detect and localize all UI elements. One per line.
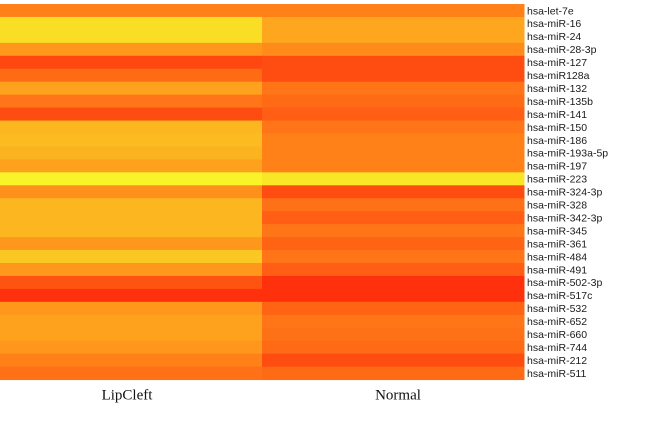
heatmap-cell <box>0 340 263 355</box>
heatmap-cell <box>262 224 525 238</box>
heatmap-cell <box>262 250 525 264</box>
heatmap-cell <box>0 68 263 83</box>
heatmap-cell <box>0 250 263 264</box>
row-label: hsa-miR-511 <box>527 368 586 380</box>
heatmap-cell <box>262 327 525 342</box>
heatmap-cell <box>262 340 525 355</box>
row-label: hsa-miR-193a-5p <box>527 148 608 160</box>
row-label: hsa-miR-223 <box>527 174 587 186</box>
heatmap-cell <box>262 159 525 173</box>
heatmap-cell <box>0 4 263 18</box>
row-label: hsa-miR-502-3p <box>527 277 602 289</box>
heatmap-cell <box>262 237 525 251</box>
row-label: hsa-miR-532 <box>527 303 587 315</box>
row-label: hsa-miR-345 <box>527 225 587 237</box>
row-label: hsa-miR-517c <box>527 290 592 302</box>
row-label: hsa-miR-186 <box>527 135 587 147</box>
heatmap-cell <box>0 16 263 31</box>
heatmap-cell <box>0 94 263 109</box>
row-label: hsa-miR-491 <box>527 264 587 276</box>
row-label: hsa-miR-361 <box>527 238 587 250</box>
row-label: hsa-miR-328 <box>527 200 587 212</box>
heatmap-cell <box>0 107 263 122</box>
heatmap-cell <box>0 120 263 134</box>
heatmap-cell <box>0 314 263 329</box>
row-label: hsa-miR-324-3p <box>527 187 602 199</box>
row-label: hsa-miR-135b <box>527 96 593 108</box>
row-label: hsa-miR-484 <box>527 251 587 263</box>
row-label: hsa-miR-212 <box>527 355 587 367</box>
row-label: hsa-miR-132 <box>527 83 587 95</box>
heatmap-cell <box>262 301 525 316</box>
heatmap-cell <box>262 146 525 160</box>
heatmap-cell <box>262 107 525 122</box>
row-labels: hsa-let-7ehsa-miR-16hsa-miR-24hsa-miR-28… <box>527 5 608 380</box>
heatmap-cell <box>262 94 525 109</box>
row-label: hsa-miR-342-3p <box>527 212 602 224</box>
heatmap-cell <box>262 81 525 96</box>
heatmap-cell <box>0 146 263 160</box>
row-label: hsa-miR-141 <box>527 109 587 121</box>
heatmap-cell <box>262 4 525 18</box>
row-label: hsa-miR-744 <box>527 342 587 354</box>
heatmap-cell <box>262 185 525 199</box>
heatmap-cell <box>262 211 525 225</box>
row-label: hsa-let-7e <box>527 5 574 17</box>
heatmap-cell <box>0 275 263 290</box>
heatmap-cell <box>262 120 525 134</box>
heatmap-cell <box>0 211 263 225</box>
row-label: hsa-miR-652 <box>527 316 587 328</box>
heatmap-cell <box>0 288 263 303</box>
heatmap-cell <box>262 133 525 147</box>
heatmap-cell <box>0 133 263 147</box>
heatmap-cell <box>0 263 263 277</box>
heatmap-cell <box>262 275 525 290</box>
column-label: Normal <box>375 388 421 404</box>
heatmap-cell <box>0 237 263 251</box>
heatmap-cell <box>0 55 263 70</box>
row-label: hsa-miR-24 <box>527 31 581 43</box>
heatmap-cell <box>262 68 525 83</box>
heatmap-cell <box>0 353 263 368</box>
heatmap-cell <box>262 353 525 368</box>
heatmap-cell <box>262 366 525 381</box>
heatmap-cell <box>262 55 525 70</box>
heatmap-cell <box>0 81 263 96</box>
row-label: hsa-miR-28-3p <box>527 44 597 56</box>
heatmap-cell <box>0 29 263 44</box>
heatmap-cell <box>0 327 263 342</box>
heatmap-cell <box>0 42 263 57</box>
heatmap-cell <box>262 263 525 277</box>
heatmap-cell <box>262 314 525 329</box>
heatmap-cell <box>262 16 525 31</box>
heatmap-cell <box>262 29 525 44</box>
row-label: hsa-miR-150 <box>527 122 587 134</box>
heatmap-cell <box>0 366 263 381</box>
heatmap-cell <box>0 172 263 186</box>
row-label: hsa-miR-660 <box>527 329 587 341</box>
heatmap-cell <box>262 172 525 186</box>
heatmap-cell <box>262 288 525 303</box>
heatmap-cell <box>262 198 525 212</box>
heatmap-cell <box>0 185 263 199</box>
column-label: LipCleft <box>102 388 154 404</box>
heatmap-cell <box>262 42 525 57</box>
row-label: hsa-miR-197 <box>527 161 587 173</box>
heatmap-cell <box>0 159 263 173</box>
heatmap-cell <box>0 224 263 238</box>
heatmap-cell <box>0 301 263 316</box>
row-label: hsa-miR-16 <box>527 18 581 30</box>
column-labels: LipCleft Normal <box>102 388 421 404</box>
heatmap-cell <box>0 198 263 212</box>
row-label: hsa-miR128a <box>527 70 590 82</box>
row-label: hsa-miR-127 <box>527 57 587 69</box>
heatmap-cells <box>0 4 525 381</box>
